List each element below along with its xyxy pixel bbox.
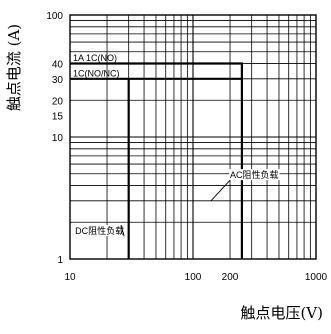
annotation-label: DC阻性负载 [75, 225, 124, 236]
y-tick-label: 1 [57, 255, 63, 266]
series-layer [70, 62, 243, 259]
annotation-label: AC阻性负载 [230, 169, 279, 180]
y-tick-label: 20 [52, 96, 64, 107]
y-tick-label: 15 [52, 112, 64, 123]
annotation-leader [120, 224, 125, 237]
series-label-1: 1A 1C(NO) [73, 53, 117, 63]
annotation-backing [229, 169, 280, 181]
x-tick-label: 200 [222, 272, 239, 283]
y-tick-label: 100 [46, 11, 63, 22]
grid [69, 14, 317, 260]
x-tick-label: 1000 [305, 272, 328, 283]
x-tick-label: 10 [64, 272, 76, 283]
series-label-2: 1C(NO/NC) [73, 68, 120, 78]
annotation-backing [74, 225, 126, 237]
x-tick-label: 100 [185, 272, 202, 283]
y-tick-label: 10 [52, 133, 64, 144]
x-axis-title: 触点电压(V) [240, 304, 323, 322]
annotation-leader [210, 179, 231, 202]
series-line-1 [70, 62, 243, 259]
y-tick-label: 40 [52, 60, 64, 71]
y-axis-title: 触点电流 (A) [5, 24, 23, 111]
y-tick-label: 30 [52, 75, 64, 86]
